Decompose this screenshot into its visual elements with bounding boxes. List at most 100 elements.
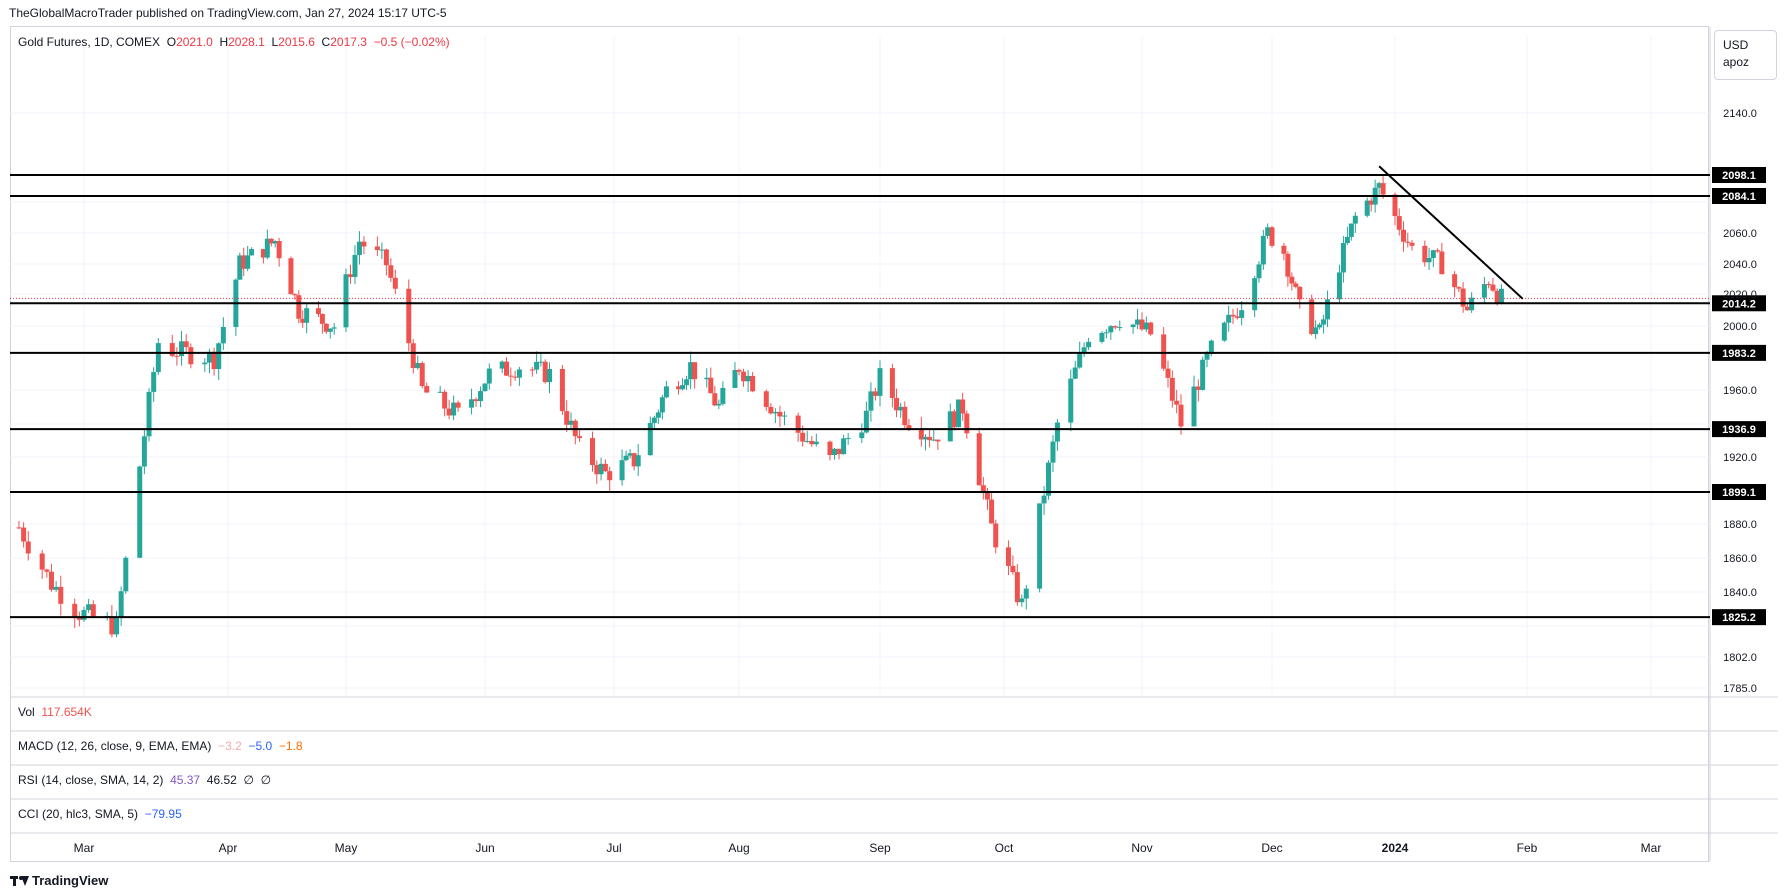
- time-tick-label: Nov: [1131, 841, 1152, 855]
- candle-body: [1422, 245, 1428, 263]
- candle-body: [607, 471, 613, 481]
- candle-body: [989, 499, 995, 524]
- time-tick-label: Mar: [74, 841, 95, 855]
- candle-body: [708, 377, 714, 394]
- cci-value: −79.95: [144, 807, 182, 821]
- candle-body: [296, 295, 302, 319]
- candle-body: [81, 610, 87, 620]
- candle-body: [736, 369, 742, 372]
- candle-body: [1409, 242, 1415, 246]
- candle-body: [1117, 327, 1123, 329]
- candle-body: [750, 375, 756, 392]
- candle-body: [1380, 183, 1386, 195]
- candle-body: [635, 455, 641, 467]
- candle-body: [1297, 286, 1303, 300]
- candle-body: [388, 265, 394, 278]
- candle-body: [1486, 284, 1492, 286]
- candle-body: [508, 375, 514, 377]
- candle-body: [1392, 194, 1398, 217]
- candle-body: [704, 377, 710, 380]
- candle-body: [327, 328, 333, 332]
- candle-body: [123, 557, 129, 592]
- candle-body: [1072, 367, 1078, 379]
- candle-body: [155, 343, 161, 373]
- close-label: C: [321, 35, 331, 49]
- level-label: 1899.1: [1722, 487, 1756, 499]
- candle-body: [809, 440, 815, 445]
- candle-body: [1208, 340, 1214, 354]
- candle-body: [114, 616, 120, 635]
- candle-body: [594, 465, 600, 475]
- candle-body: [568, 420, 574, 425]
- candle-body: [21, 527, 27, 542]
- candle-body: [1191, 386, 1197, 427]
- candle-body: [179, 341, 185, 357]
- cci-legend: CCI (20, hlc3, SMA, 5) −79.95: [18, 807, 182, 821]
- candle-body: [804, 440, 810, 442]
- candle-body: [1081, 347, 1087, 353]
- symbol-legend: Gold Futures, 1D, COMEX O2021.0 H2028.1 …: [18, 35, 450, 49]
- chart-frame: [10, 26, 1709, 862]
- candle-body: [1269, 227, 1275, 246]
- candle-body: [451, 402, 457, 416]
- price-tick-label: 2140.0: [1723, 108, 1757, 120]
- candle-body: [58, 586, 64, 604]
- time-tick-label: Oct: [995, 841, 1014, 855]
- candle-body: [1161, 334, 1167, 369]
- low-value: 2015.6: [278, 35, 315, 49]
- candle-body: [918, 428, 924, 440]
- candle-body: [688, 362, 694, 380]
- candle-body: [1221, 322, 1227, 341]
- candle-body: [1281, 245, 1287, 254]
- candle-body: [48, 571, 54, 590]
- candle-body: [732, 369, 738, 388]
- candle-body: [419, 363, 425, 387]
- price-tick-label: 2040.0: [1723, 259, 1757, 271]
- candle-body: [655, 412, 661, 418]
- vol-name: Vol: [18, 705, 35, 719]
- candle-body: [716, 403, 722, 406]
- candle-body: [16, 527, 22, 529]
- candle-body: [1178, 404, 1184, 427]
- candle-body: [1019, 598, 1025, 603]
- macd-hist: −3.2: [218, 739, 242, 753]
- candle-body: [245, 255, 251, 269]
- candle-body: [220, 326, 226, 344]
- candle-body: [1054, 422, 1060, 442]
- candle-body: [1285, 253, 1291, 277]
- trendline: [1378, 165, 1524, 300]
- candle-body: [1174, 400, 1180, 405]
- candle-body: [288, 258, 294, 295]
- level-tag: [1712, 344, 1766, 361]
- candle-body: [931, 439, 937, 441]
- candle-body: [684, 379, 690, 386]
- candle-body: [44, 569, 50, 572]
- candle-body: [361, 241, 367, 247]
- time-tick-label: Mar: [1641, 841, 1662, 855]
- candle-body: [292, 294, 298, 296]
- candle-body: [473, 399, 479, 402]
- candle-body: [1014, 572, 1020, 603]
- candle-body: [827, 441, 833, 456]
- rsi-name: RSI (14, close, SMA, 14, 2): [18, 773, 164, 787]
- candle-body: [651, 417, 657, 423]
- candle-body: [984, 491, 990, 500]
- candle-body: [619, 460, 625, 481]
- tradingview-logo[interactable]: TradingView: [10, 873, 108, 888]
- candle-body: [1430, 250, 1436, 259]
- candle-body: [323, 323, 329, 332]
- level-label: 1983.2: [1722, 348, 1756, 360]
- candle-body: [304, 308, 310, 323]
- candle-body: [499, 361, 505, 369]
- price-tick-label: 1860.0: [1723, 553, 1757, 565]
- candle-body: [976, 433, 982, 486]
- candle-body: [1204, 353, 1210, 360]
- candle-body: [1313, 327, 1319, 335]
- candle-body: [455, 402, 461, 408]
- candle-body: [1023, 588, 1029, 599]
- candle-body: [53, 586, 59, 590]
- currency-scale-box[interactable]: USD apoz: [1714, 30, 1777, 80]
- candle-body: [183, 341, 189, 348]
- candle-body: [745, 375, 751, 382]
